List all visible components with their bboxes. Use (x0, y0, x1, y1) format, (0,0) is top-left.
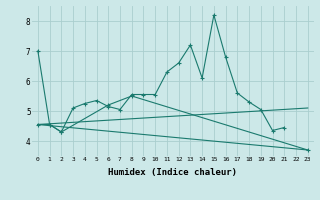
X-axis label: Humidex (Indice chaleur): Humidex (Indice chaleur) (108, 168, 237, 177)
